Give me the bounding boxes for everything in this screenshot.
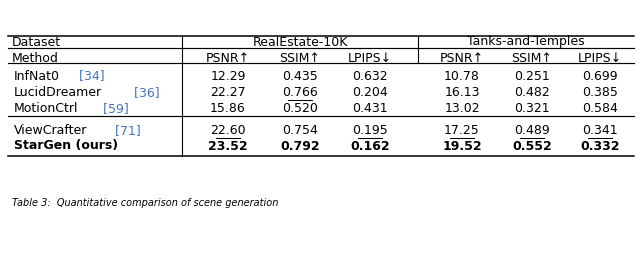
Text: ViewCrafter: ViewCrafter — [14, 124, 88, 137]
Text: 0.321: 0.321 — [514, 102, 550, 115]
Text: 19.52: 19.52 — [442, 140, 482, 153]
Text: 23.52: 23.52 — [208, 140, 248, 153]
Text: 0.435: 0.435 — [282, 69, 318, 82]
Text: [59]: [59] — [99, 102, 129, 115]
Text: 12.29: 12.29 — [211, 69, 246, 82]
Text: 0.552: 0.552 — [512, 140, 552, 153]
Text: SSIM↑: SSIM↑ — [280, 51, 321, 65]
Text: 0.754: 0.754 — [282, 124, 318, 137]
Text: 0.482: 0.482 — [514, 87, 550, 100]
Text: 0.251: 0.251 — [514, 69, 550, 82]
Text: 0.332: 0.332 — [580, 140, 620, 153]
Text: Dataset: Dataset — [12, 36, 61, 48]
Text: MotionCtrl: MotionCtrl — [14, 102, 79, 115]
Text: PSNR↑: PSNR↑ — [206, 51, 250, 65]
Text: 0.385: 0.385 — [582, 87, 618, 100]
Text: LPIPS↓: LPIPS↓ — [578, 51, 622, 65]
Text: 0.520: 0.520 — [282, 102, 318, 115]
Text: 13.02: 13.02 — [444, 102, 480, 115]
Text: 22.60: 22.60 — [210, 124, 246, 137]
Text: 10.78: 10.78 — [444, 69, 480, 82]
Text: LucidDreamer: LucidDreamer — [14, 87, 102, 100]
Text: 0.489: 0.489 — [514, 124, 550, 137]
Text: 16.13: 16.13 — [444, 87, 480, 100]
Text: Method: Method — [12, 51, 59, 65]
Text: 17.25: 17.25 — [444, 124, 480, 137]
Text: 0.699: 0.699 — [582, 69, 618, 82]
Text: 0.632: 0.632 — [352, 69, 388, 82]
Text: 0.792: 0.792 — [280, 140, 320, 153]
Text: [71]: [71] — [111, 124, 140, 137]
Text: RealEstate-10K: RealEstate-10K — [252, 36, 348, 48]
Text: 15.86: 15.86 — [210, 102, 246, 115]
Text: 0.162: 0.162 — [350, 140, 390, 153]
Text: LPIPS↓: LPIPS↓ — [348, 51, 392, 65]
Text: InfNat0: InfNat0 — [14, 69, 60, 82]
Text: SSIM↑: SSIM↑ — [511, 51, 552, 65]
Text: Tanks-and-Temples: Tanks-and-Temples — [467, 36, 585, 48]
Text: [34]: [34] — [76, 69, 105, 82]
Text: 0.431: 0.431 — [352, 102, 388, 115]
Text: 0.766: 0.766 — [282, 87, 318, 100]
Text: [36]: [36] — [130, 87, 159, 100]
Text: 0.204: 0.204 — [352, 87, 388, 100]
Text: 0.195: 0.195 — [352, 124, 388, 137]
Text: StarGen (ours): StarGen (ours) — [14, 140, 118, 153]
Text: 0.584: 0.584 — [582, 102, 618, 115]
Text: Table 3:  Quantitative comparison of scene generation: Table 3: Quantitative comparison of scen… — [12, 198, 278, 208]
Text: PSNR↑: PSNR↑ — [440, 51, 484, 65]
Text: 0.341: 0.341 — [582, 124, 618, 137]
Text: 22.27: 22.27 — [210, 87, 246, 100]
